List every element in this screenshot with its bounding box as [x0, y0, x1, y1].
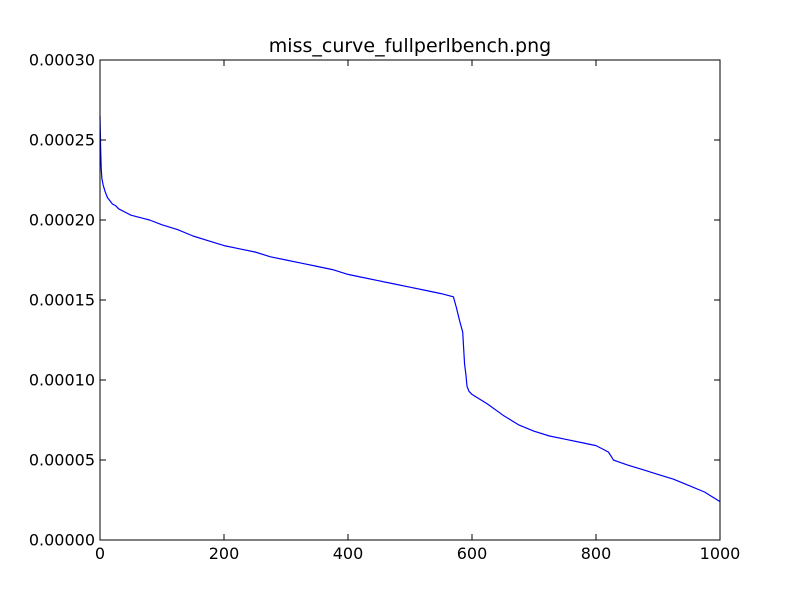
y-tick-label: 0.00030 [29, 51, 95, 70]
x-tick-label: 1000 [700, 544, 741, 563]
y-tick-label: 0.00005 [29, 451, 95, 470]
y-tick-label: 0.00010 [29, 371, 95, 390]
x-tick-label: 600 [457, 544, 488, 563]
x-tick-label: 0 [95, 544, 105, 563]
series-line-1 [99, 115, 721, 503]
x-tick-label: 200 [209, 544, 240, 563]
plot-frame [99, 59, 721, 541]
y-tick-label: 0.00000 [29, 531, 95, 550]
y-tick-label: 0.00020 [29, 211, 95, 230]
y-tick-label: 0.00025 [29, 131, 95, 150]
plot-area: 0 200 400 600 800 1000 0.00000 0.00005 0.00010 0.… [29, 51, 741, 564]
chart-title: miss_curve_fullperlbench.png [269, 35, 551, 57]
y-tick-label: 0.00015 [29, 291, 95, 310]
x-tick-label: 400 [333, 544, 364, 563]
x-tick-label: 800 [581, 544, 612, 563]
